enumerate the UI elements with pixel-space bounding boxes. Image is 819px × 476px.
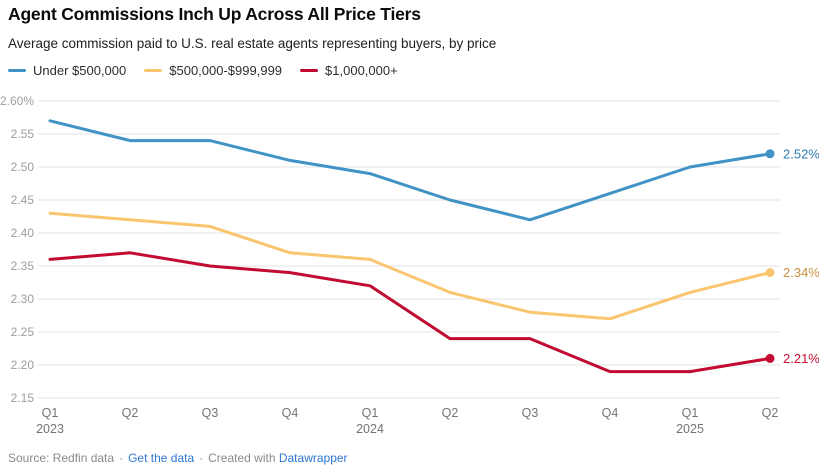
datawrapper-link[interactable]: Datawrapper: [278, 451, 348, 465]
x-tick-year-label: 2024: [356, 422, 384, 436]
chart-subtitle: Average commission paid to U.S. real est…: [8, 36, 497, 51]
x-tick-label: Q3: [522, 406, 539, 420]
legend-item-under-500k: Under $500,000: [8, 63, 126, 78]
get-the-data-link[interactable]: Get the data: [128, 451, 195, 465]
footer-separator: ·: [199, 451, 204, 465]
series-line-0[interactable]: [48, 119, 772, 222]
y-tick-label: 2.15: [11, 391, 35, 405]
y-tick-label: 2.60%: [0, 94, 34, 108]
y-tick-label: 2.35: [11, 259, 35, 273]
created-with-text: Created with: [208, 451, 276, 465]
legend-swatch-1m-plus: [300, 69, 319, 72]
x-tick-label: Q2: [762, 406, 779, 420]
x-tick-label: Q2: [122, 406, 139, 420]
y-tick-label: 2.50: [11, 160, 35, 174]
series-end-label-2: 2.21%: [783, 351, 819, 366]
x-tick-label: Q4: [282, 406, 299, 420]
series-line-2[interactable]: [48, 251, 772, 374]
x-tick-label: Q2: [442, 406, 459, 420]
series-end-dot-2[interactable]: [765, 353, 775, 363]
footer-separator: ·: [119, 451, 124, 465]
y-tick-label: 2.25: [11, 325, 35, 339]
legend-item-1m-plus: $1,000,000+: [300, 63, 398, 78]
chart-title: Agent Commissions Inch Up Across All Pri…: [8, 4, 421, 24]
x-tick-label: Q1: [42, 406, 59, 420]
x-tick-year-label: 2023: [36, 422, 64, 436]
legend-label: Under $500,000: [33, 63, 127, 78]
y-tick-label: 2.55: [11, 127, 35, 141]
y-tick-label: 2.45: [11, 193, 35, 207]
footer: Source: Redfin data · Get the data · Created…: [8, 451, 348, 465]
legend-label: $500,000-$999,999: [169, 63, 283, 78]
legend-label: $1,000,000+: [325, 63, 398, 78]
y-tick-label: 2.30: [11, 292, 35, 306]
legend-item-500k-999k: $500,000-$999,999: [144, 63, 282, 78]
y-tick-label: 2.40: [11, 226, 35, 240]
legend-swatch-under-500k: [8, 69, 26, 72]
series-end-dot-0[interactable]: [765, 149, 775, 159]
legend-swatch-500k-999k: [144, 69, 163, 72]
y-tick-label: 2.20: [11, 358, 35, 372]
series-end-label-0: 2.52%: [783, 146, 819, 161]
series-end-label-1: 2.34%: [783, 265, 819, 280]
legend: Under $500,000 $500,000-$999,999 $1,000,…: [8, 63, 398, 78]
series-end-dot-1[interactable]: [765, 268, 775, 278]
x-tick-year-label: 2025: [676, 422, 704, 436]
series-line-1[interactable]: [48, 211, 772, 321]
x-tick-label: Q4: [602, 406, 619, 420]
source-text: Source: Redfin data: [8, 451, 115, 465]
x-tick-label: Q1: [362, 406, 379, 420]
x-tick-label: Q3: [202, 406, 219, 420]
x-tick-label: Q1: [682, 406, 699, 420]
